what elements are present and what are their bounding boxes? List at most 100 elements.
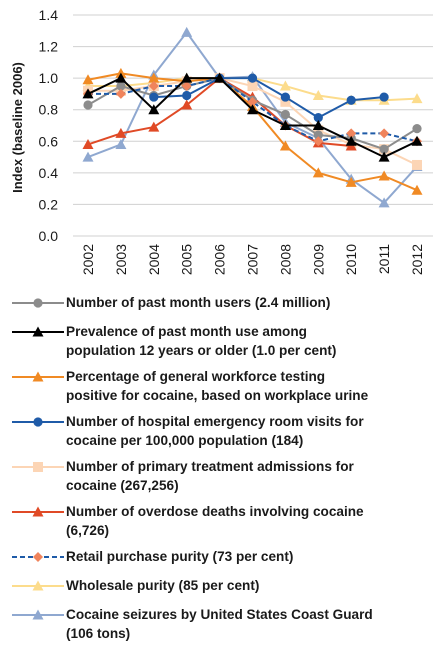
data-point bbox=[115, 72, 127, 83]
x-tick-label: 2009 bbox=[310, 244, 326, 275]
legend-label-line: Wholesale purity (85 per cent) bbox=[66, 578, 260, 593]
legend-label-line: (106 tons) bbox=[66, 626, 131, 641]
data-point bbox=[82, 74, 94, 85]
data-point bbox=[411, 184, 423, 195]
data-point bbox=[115, 127, 127, 138]
legend-label-line: cocaine (267,256) bbox=[66, 478, 179, 493]
legend-label: Number of hospital emergency room visits… bbox=[66, 411, 364, 450]
legend-label-line: Number of past month users (2.4 million) bbox=[66, 295, 331, 310]
y-tick-label: 0.0 bbox=[39, 228, 59, 244]
data-point bbox=[312, 120, 324, 130]
legend-label: Number of overdose deaths involving coca… bbox=[66, 501, 364, 540]
x-tick-label: 2006 bbox=[212, 244, 228, 275]
data-point bbox=[83, 100, 93, 110]
data-point bbox=[149, 92, 159, 102]
x-tick-label: 2011 bbox=[376, 244, 392, 274]
x-tick-label: 2002 bbox=[80, 244, 96, 275]
legend-label-line: Prevalence of past month use among bbox=[66, 324, 307, 339]
y-tick-label: 1.4 bbox=[39, 7, 59, 23]
data-point bbox=[378, 197, 390, 208]
legend-label-line: Cocaine seizures by United States Coast … bbox=[66, 607, 373, 622]
data-point bbox=[247, 96, 258, 107]
legend-label-line: Number of primary treatment admissions f… bbox=[66, 459, 354, 474]
data-point bbox=[345, 135, 357, 146]
legend-item: Number of past month users (2.4 million) bbox=[10, 292, 435, 314]
data-point bbox=[148, 72, 160, 83]
data-point bbox=[378, 151, 390, 162]
legend-item: Percentage of general workforce testing p… bbox=[10, 366, 435, 405]
legend-marker bbox=[32, 580, 44, 591]
data-point bbox=[346, 128, 357, 139]
data-point bbox=[115, 138, 127, 149]
data-point bbox=[182, 90, 192, 101]
data-point bbox=[379, 92, 389, 102]
data-point bbox=[312, 167, 324, 178]
data-point bbox=[181, 99, 193, 110]
data-point bbox=[279, 80, 291, 91]
data-point bbox=[247, 73, 258, 83]
series-4 bbox=[149, 73, 389, 123]
x-tick-label: 2012 bbox=[409, 244, 425, 275]
data-point bbox=[313, 136, 324, 147]
x-tick-label: 2007 bbox=[245, 244, 261, 275]
data-point bbox=[148, 81, 159, 92]
legend-swatch bbox=[12, 326, 64, 337]
data-point bbox=[148, 104, 160, 115]
data-point bbox=[378, 170, 390, 181]
series-layer bbox=[82, 26, 423, 208]
legend-label: Cocaine seizures by United States Coast … bbox=[66, 604, 373, 643]
data-point bbox=[412, 124, 422, 134]
legend-item: Prevalence of past month use among popula… bbox=[10, 321, 435, 360]
data-point bbox=[279, 140, 291, 151]
data-point bbox=[313, 125, 324, 136]
data-point bbox=[379, 144, 389, 154]
data-point bbox=[313, 130, 323, 140]
data-point bbox=[82, 138, 94, 149]
data-point bbox=[116, 81, 126, 91]
series-2 bbox=[82, 72, 423, 162]
y-tick-label: 0.4 bbox=[39, 165, 59, 181]
legend-swatch bbox=[12, 580, 64, 591]
x-axis-ticks: 2002 2003 2004 2005 2006 2007 2008 2009 2010 2011… bbox=[80, 244, 425, 275]
legend-item: Cocaine seizures by United States Coast … bbox=[10, 604, 435, 643]
series-line bbox=[153, 77, 385, 119]
data-point bbox=[345, 176, 357, 187]
legend-swatch bbox=[12, 609, 64, 620]
legend-marker bbox=[33, 298, 43, 308]
data-point bbox=[346, 95, 356, 105]
data-point bbox=[181, 26, 193, 37]
data-point bbox=[280, 92, 290, 102]
y-tick-label: 0.8 bbox=[39, 102, 59, 118]
legend-label: Prevalence of past month use among popula… bbox=[66, 321, 336, 360]
legend-swatch bbox=[12, 552, 64, 562]
data-point bbox=[181, 72, 193, 83]
legend-label-line: Percentage of general workforce testing bbox=[66, 369, 326, 384]
series-5 bbox=[83, 73, 422, 170]
legend-marker bbox=[33, 462, 43, 472]
legend-label: Retail purchase purity (73 per cent) bbox=[66, 546, 293, 566]
data-point bbox=[82, 88, 94, 99]
legend-item: Retail purchase purity (73 per cent) bbox=[10, 546, 435, 568]
x-tick-label: 2010 bbox=[343, 244, 359, 275]
y-axis-ticks: 0.0 0.2 0.4 0.6 0.8 1.0 1.2 1.4 bbox=[39, 7, 59, 244]
series-9 bbox=[82, 26, 423, 208]
data-point bbox=[247, 81, 258, 92]
legend-swatch bbox=[12, 298, 64, 308]
y-tick-label: 0.6 bbox=[39, 133, 59, 149]
series-line bbox=[87, 31, 418, 204]
data-point bbox=[411, 135, 423, 146]
legend-label-line: cocaine per 100,000 population (184) bbox=[66, 433, 304, 448]
data-point bbox=[280, 96, 291, 107]
data-point bbox=[313, 113, 323, 123]
y-tick-label: 1.2 bbox=[39, 39, 59, 55]
legend-label: Number of past month users (2.4 million) bbox=[66, 292, 330, 312]
legend-swatch bbox=[12, 506, 64, 517]
legend-label-line: positive for cocaine, based on workplace… bbox=[66, 388, 369, 403]
legend: Number of past month users (2.4 million)… bbox=[10, 292, 435, 649]
data-point bbox=[312, 90, 324, 101]
legend-item: Number of hospital emergency room visits… bbox=[10, 411, 435, 450]
legend-label-line: population 12 years or older (1.0 per ce… bbox=[66, 343, 337, 358]
x-tick-label: 2003 bbox=[113, 244, 129, 275]
x-tick-label: 2008 bbox=[277, 244, 293, 275]
data-point bbox=[181, 81, 192, 92]
